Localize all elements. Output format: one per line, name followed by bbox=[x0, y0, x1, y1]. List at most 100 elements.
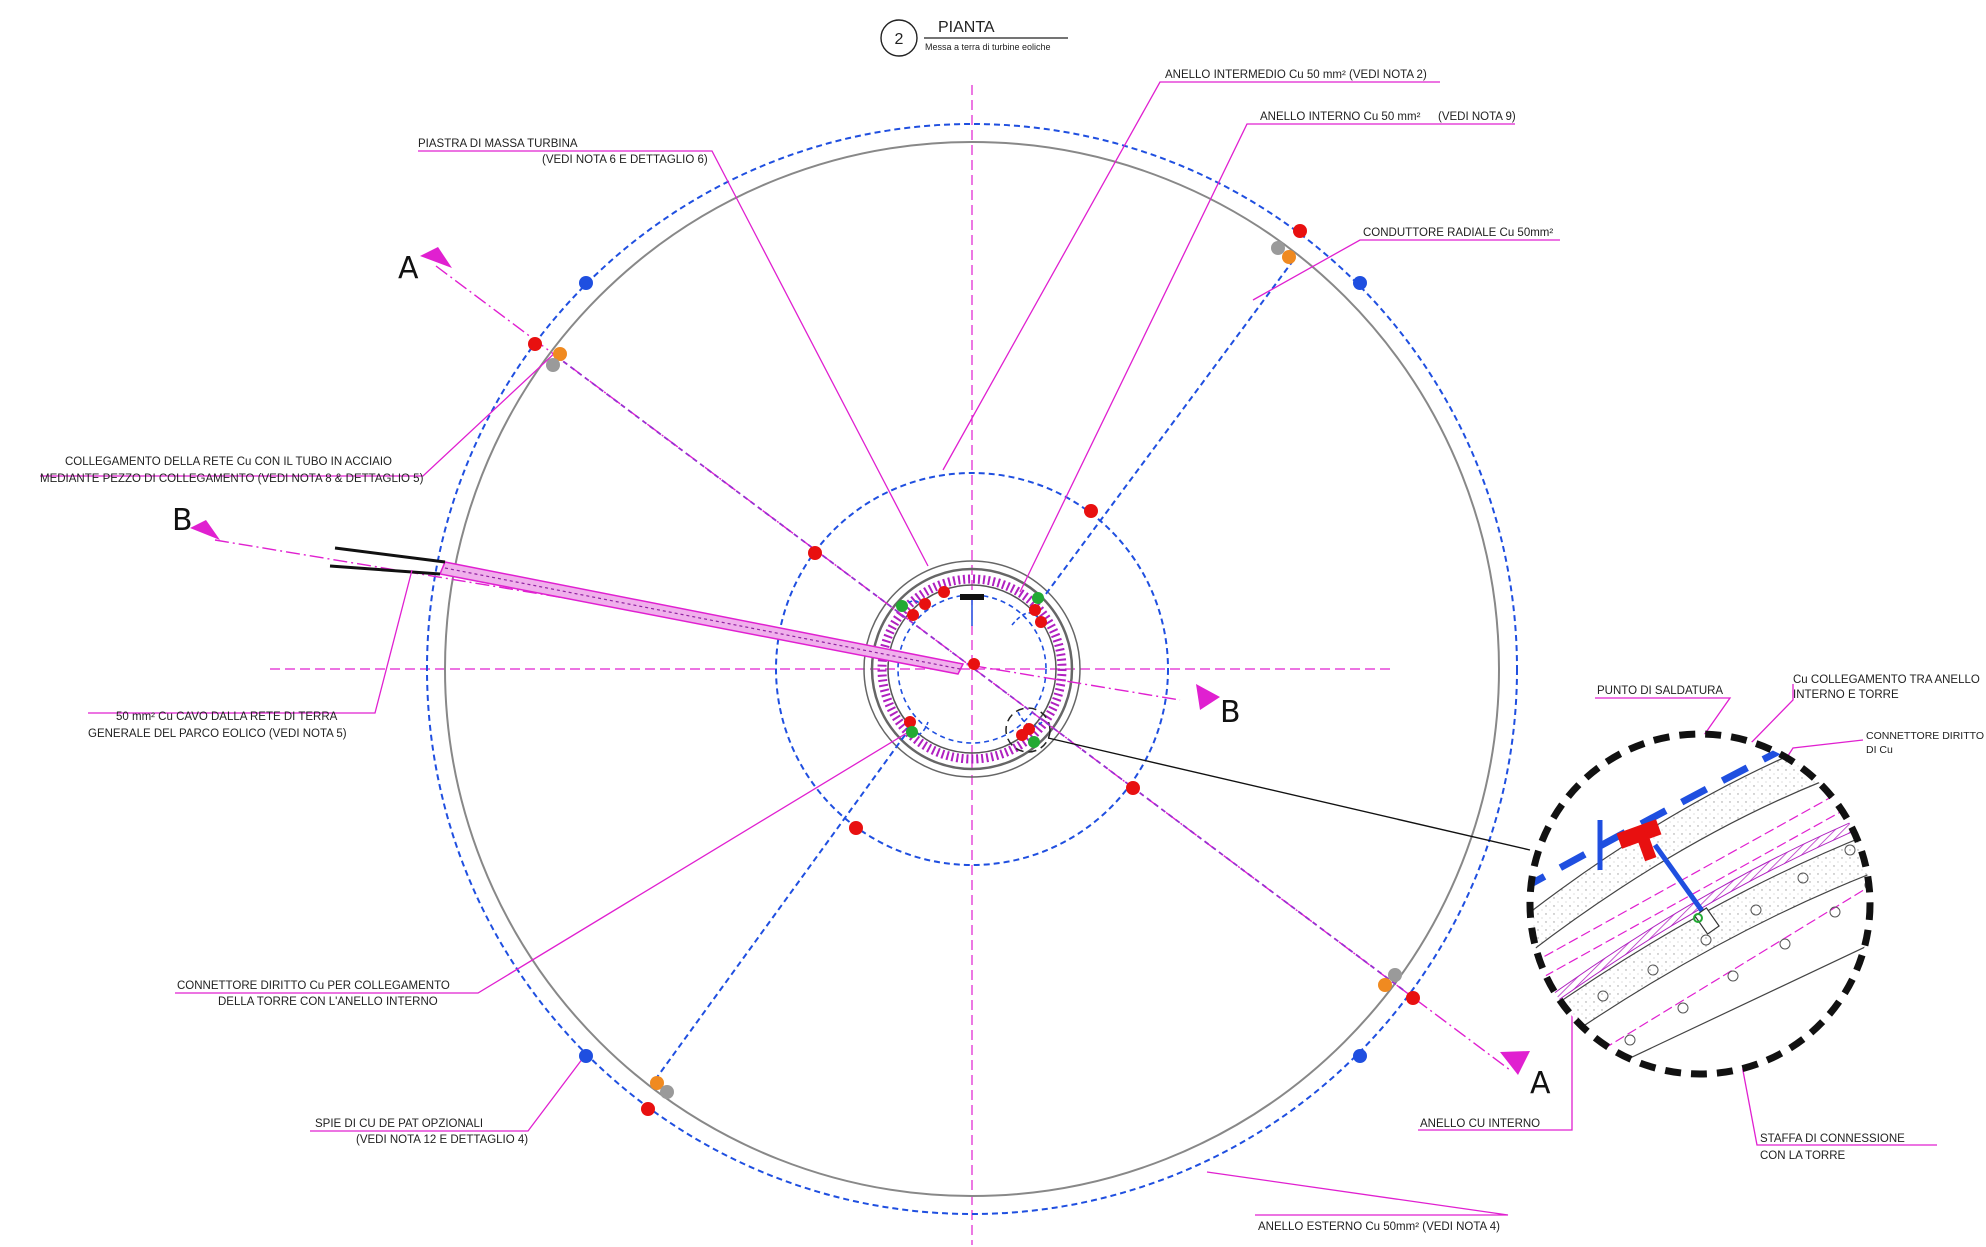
label-conn-diritto-2: DI Cu bbox=[1866, 744, 1893, 756]
red-dot bbox=[808, 546, 822, 560]
leader-anello-intermedio bbox=[942, 81, 1440, 471]
title-block: 2 PIANTA Messa a terra di turbine eolich… bbox=[880, 19, 1068, 57]
red-dot bbox=[1293, 224, 1307, 238]
tower-outline-2 bbox=[870, 567, 1074, 771]
red-dot bbox=[904, 716, 916, 728]
blue-dot bbox=[1353, 1049, 1367, 1063]
section-letter-b-right: B bbox=[1220, 695, 1241, 730]
green-dot bbox=[906, 726, 918, 738]
green-dot bbox=[1032, 592, 1044, 604]
section-line-a bbox=[435, 265, 1511, 1071]
label-collegamento-1: COLLEGAMENTO DELLA RETE Cu CON IL TUBO I… bbox=[65, 456, 392, 468]
section-letter-a-bottom: A bbox=[1530, 1066, 1551, 1101]
blue-dot bbox=[579, 276, 593, 290]
label-anello-interno: ANELLO INTERNO Cu 50 mm² bbox=[1260, 111, 1421, 123]
rings bbox=[426, 123, 1518, 1215]
radial-conductor-sw bbox=[654, 734, 906, 1081]
grey-dot bbox=[660, 1085, 674, 1099]
label-spie-1: SPIE DI CU DE PAT OPZIONALI bbox=[315, 1118, 483, 1130]
label-punto-saldatura: PUNTO DI SALDATURA bbox=[1597, 685, 1723, 697]
label-connettore-2: DELLA TORRE CON L'ANELLO INTERNO bbox=[218, 996, 438, 1008]
arrow-b-left bbox=[190, 520, 220, 540]
incoming-cable bbox=[329, 546, 965, 675]
detail-callout-circle bbox=[1005, 707, 1051, 753]
label-collegamento-2: MEDIANTE PEZZO DI COLLEGAMENTO (VEDI NOT… bbox=[40, 473, 424, 485]
orange-dot bbox=[553, 347, 567, 361]
label-connettore-1: CONNETTORE DIRITTO Cu PER COLLEGAMENTO bbox=[177, 980, 450, 992]
red-dot bbox=[1035, 616, 1047, 628]
title-number: 2 bbox=[895, 31, 904, 48]
outer-ring-dashed bbox=[426, 123, 1518, 1215]
red-dot bbox=[1029, 604, 1041, 616]
inner-ring-dashed bbox=[897, 594, 1047, 744]
red-dot bbox=[1084, 504, 1098, 518]
grey-dot bbox=[1271, 241, 1285, 255]
section-letter-b-left: B bbox=[172, 503, 193, 538]
label-anello-interno-nota: (VEDI NOTA 9) bbox=[1438, 111, 1516, 123]
intermediate-ring-dashed bbox=[775, 472, 1169, 866]
leader-connettore bbox=[175, 727, 916, 994]
section-arrows bbox=[190, 247, 1530, 1075]
leader-spie bbox=[310, 1057, 584, 1132]
detail-view bbox=[1526, 730, 1874, 1078]
red-dot bbox=[1126, 781, 1140, 795]
detail-border bbox=[1526, 730, 1874, 1078]
label-anello-intermedio: ANELLO INTERMEDIO Cu 50 mm² (VEDI NOTA 2… bbox=[1165, 69, 1427, 81]
label-piastra-2: (VEDI NOTA 6 E DETTAGLIO 6) bbox=[542, 154, 708, 166]
tower-outline-3 bbox=[887, 584, 1057, 754]
grey-dot bbox=[546, 358, 560, 372]
arrow-a-bottom bbox=[1500, 1051, 1530, 1075]
foundation-outline bbox=[444, 141, 1500, 1197]
red-dot bbox=[641, 1102, 655, 1116]
labels: ANELLO INTERMEDIO Cu 50 mm² (VEDI NOTA 2… bbox=[40, 69, 1984, 1233]
blue-dot bbox=[1353, 276, 1367, 290]
detail-connector-line bbox=[1047, 737, 1531, 851]
tower-hatch-ring bbox=[877, 574, 1067, 764]
leader-anello-interno bbox=[1019, 123, 1515, 593]
red-dot bbox=[849, 821, 863, 835]
label-staffa-2: CON LA TORRE bbox=[1760, 1150, 1846, 1162]
label-cavo-2: GENERALE DEL PARCO EOLICO (VEDI NOTA 5) bbox=[88, 728, 347, 740]
arrow-b-right bbox=[1196, 684, 1220, 710]
leader-collegamento bbox=[40, 349, 559, 477]
red-dot bbox=[1406, 991, 1420, 1005]
leader-cavo bbox=[88, 569, 413, 714]
label-staffa-1: STAFFA DI CONNESSIONE bbox=[1760, 1133, 1905, 1145]
orange-dot bbox=[1282, 250, 1296, 264]
red-dot bbox=[907, 609, 919, 621]
orange-dot bbox=[1378, 978, 1392, 992]
radial-conductor-ne bbox=[1039, 257, 1296, 603]
section-letter-a-top: A bbox=[398, 251, 419, 286]
section-letters: A B B A bbox=[172, 251, 1551, 1101]
grey-dot bbox=[1388, 968, 1402, 982]
label-cu-collegamento-1: Cu COLLEGAMENTO TRA ANELLO bbox=[1793, 674, 1980, 686]
label-anello-cu-interno: ANELLO CU INTERNO bbox=[1420, 1118, 1540, 1130]
ground-dots bbox=[528, 224, 1420, 1116]
label-spie-2: (VEDI NOTA 12 E DETTAGLIO 4) bbox=[356, 1134, 528, 1146]
red-dot bbox=[919, 598, 931, 610]
radial-conductors bbox=[654, 257, 1296, 1081]
red-dot bbox=[528, 337, 542, 351]
label-cu-collegamento-2: INTERNO E TORRE bbox=[1793, 689, 1899, 701]
title-name: PIANTA bbox=[938, 19, 995, 36]
title-subtitle: Messa a terra di turbine eoliche bbox=[925, 42, 1051, 52]
label-anello-esterno: ANELLO ESTERNO Cu 50mm² (VEDI NOTA 4) bbox=[1258, 1221, 1500, 1233]
red-dot bbox=[968, 658, 980, 670]
red-dot bbox=[938, 586, 950, 598]
leader-conduttore bbox=[1252, 239, 1560, 301]
label-cavo-1: 50 mm² Cu CAVO DALLA RETE DI TERRA bbox=[116, 711, 338, 723]
red-dot bbox=[1023, 723, 1035, 735]
green-dot bbox=[1028, 736, 1040, 748]
green-dot bbox=[896, 600, 908, 612]
tower-ground-plate bbox=[960, 594, 984, 600]
tower-outline-1 bbox=[863, 560, 1081, 778]
leader-anello-esterno bbox=[1206, 1171, 1509, 1216]
label-conduttore-radiale: CONDUTTORE RADIALE Cu 50mm² bbox=[1363, 227, 1553, 239]
orange-dot bbox=[650, 1076, 664, 1090]
arrow-a-top bbox=[420, 247, 452, 268]
label-piastra-1: PIASTRA DI MASSA TURBINA bbox=[418, 138, 578, 150]
leader-piastra bbox=[418, 150, 929, 567]
label-conn-diritto-1: CONNETTORE DIRITTO bbox=[1866, 730, 1984, 742]
blue-dot bbox=[579, 1049, 593, 1063]
